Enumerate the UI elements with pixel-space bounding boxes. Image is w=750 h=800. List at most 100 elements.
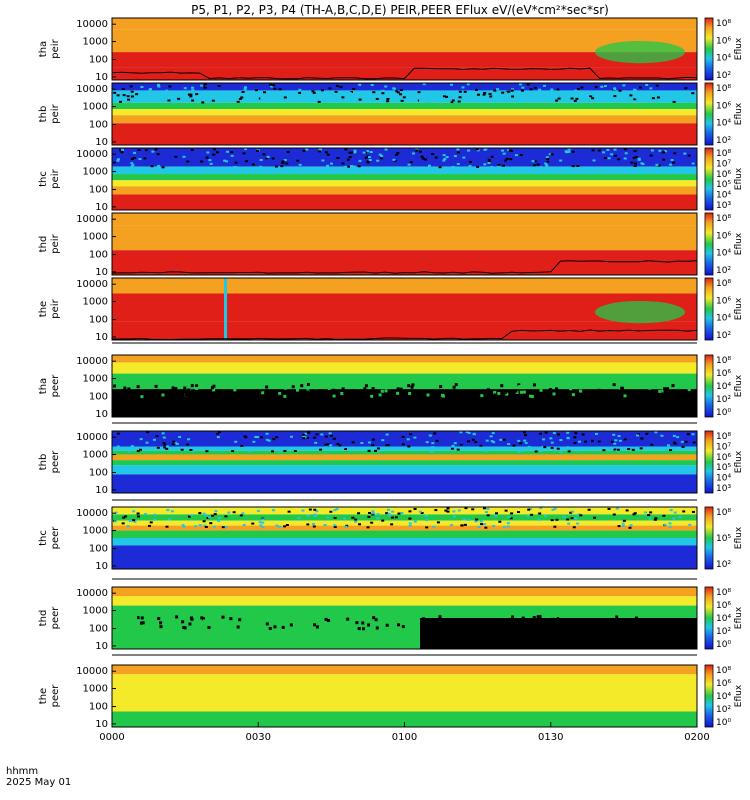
y-tick-label: 10000 — [76, 19, 108, 30]
noise-pixel — [137, 616, 141, 620]
colorbar-label: Eflux — [734, 232, 744, 255]
noise-pixel — [511, 615, 515, 619]
noise-pixel — [504, 509, 508, 512]
noise-pixel — [569, 511, 573, 514]
noise-pixel — [303, 432, 307, 435]
noise-pixel — [326, 164, 330, 167]
noise-pixel — [368, 511, 372, 514]
noise-pixel — [671, 384, 675, 388]
noise-pixel — [621, 525, 625, 528]
noise-pixel — [333, 525, 337, 528]
noise-pixel — [431, 153, 435, 156]
noise-pixel — [189, 95, 193, 98]
noise-pixel — [153, 518, 157, 521]
noise-pixel — [668, 522, 672, 525]
noise-pixel — [174, 623, 178, 627]
colorbar-tick-label: 10⁸ — [716, 149, 731, 159]
noise-pixel — [420, 512, 424, 515]
noise-pixel — [385, 623, 389, 627]
noise-pixel — [221, 615, 225, 619]
noise-pixel — [306, 523, 310, 526]
noise-pixel — [189, 514, 193, 517]
noise-pixel — [623, 148, 627, 151]
noise-pixel — [451, 444, 455, 447]
noise-pixel — [372, 616, 376, 620]
noise-pixel — [589, 95, 593, 98]
noise-pixel — [364, 156, 368, 159]
noise-pixel — [240, 96, 244, 99]
colorbar-tick-label: 10⁴ — [716, 614, 731, 624]
noise-pixel — [475, 148, 479, 151]
noise-pixel — [431, 442, 435, 445]
noise-pixel — [591, 149, 595, 152]
noise-pixel — [150, 165, 154, 168]
noise-pixel — [230, 154, 234, 157]
noise-pixel — [175, 386, 179, 390]
noise-pixel — [629, 524, 633, 527]
noise-pixel — [351, 441, 355, 444]
noise-pixel — [457, 100, 461, 103]
noise-pixel — [591, 97, 595, 100]
noise-pixel — [552, 392, 556, 396]
noise-pixel — [417, 95, 421, 98]
noise-pixel — [444, 394, 448, 398]
noise-pixel — [127, 387, 131, 391]
noise-pixel — [344, 448, 348, 451]
noise-pixel — [648, 386, 652, 390]
noise-pixel — [567, 522, 571, 525]
noise-pixel — [602, 449, 606, 452]
noise-pixel — [633, 98, 637, 101]
noise-pixel — [678, 516, 682, 519]
colorbar-tick-label: 10³ — [716, 484, 731, 494]
noise-pixel — [681, 385, 685, 389]
colorbar-tick-label: 10⁶ — [716, 36, 731, 46]
noise-pixel — [551, 508, 555, 511]
noise-pixel — [130, 157, 134, 160]
y-tick-label: 10000 — [76, 214, 108, 225]
noise-pixel — [291, 385, 295, 389]
noise-pixel — [676, 436, 680, 439]
noise-pixel — [183, 87, 187, 90]
spectrogram-band — [112, 321, 697, 340]
noise-pixel — [147, 392, 151, 396]
y-tick-label: 100 — [89, 315, 108, 326]
noise-pixel — [283, 158, 287, 161]
colorbar-tick-label: 10⁸ — [716, 666, 731, 676]
y-tick-label: 1000 — [83, 374, 108, 385]
noise-pixel — [395, 153, 399, 156]
noise-pixel — [615, 615, 619, 619]
noise-pixel — [489, 95, 493, 98]
noise-pixel — [505, 392, 509, 396]
noise-pixel — [629, 385, 633, 389]
noise-pixel — [673, 94, 677, 97]
noise-pixel — [298, 88, 302, 91]
noise-pixel — [571, 510, 575, 513]
noise-pixel — [212, 388, 216, 392]
noise-pixel — [191, 391, 195, 395]
noise-pixel — [281, 625, 285, 629]
noise-pixel — [346, 98, 350, 101]
noise-pixel — [669, 163, 673, 166]
noise-pixel — [306, 514, 310, 517]
noise-pixel — [260, 97, 264, 100]
noise-pixel — [499, 438, 503, 441]
noise-pixel — [504, 91, 508, 94]
noise-pixel — [234, 92, 238, 95]
noise-pixel — [394, 516, 398, 519]
noise-pixel — [476, 165, 480, 168]
noise-pixel — [175, 442, 179, 445]
colorbar-tick-label: 10⁶ — [716, 679, 731, 689]
noise-pixel — [484, 511, 488, 514]
noise-pixel — [326, 622, 330, 626]
spectrogram-band — [112, 83, 697, 91]
noise-pixel — [464, 507, 468, 510]
noise-pixel — [682, 510, 686, 513]
spectrogram-band — [112, 180, 697, 187]
noise-pixel — [680, 440, 684, 443]
overlay-line — [111, 260, 698, 274]
colorbar — [704, 506, 714, 570]
noise-pixel — [654, 431, 658, 434]
spectrogram-band — [112, 665, 697, 675]
colorbar — [704, 82, 714, 146]
noise-pixel — [545, 164, 549, 167]
